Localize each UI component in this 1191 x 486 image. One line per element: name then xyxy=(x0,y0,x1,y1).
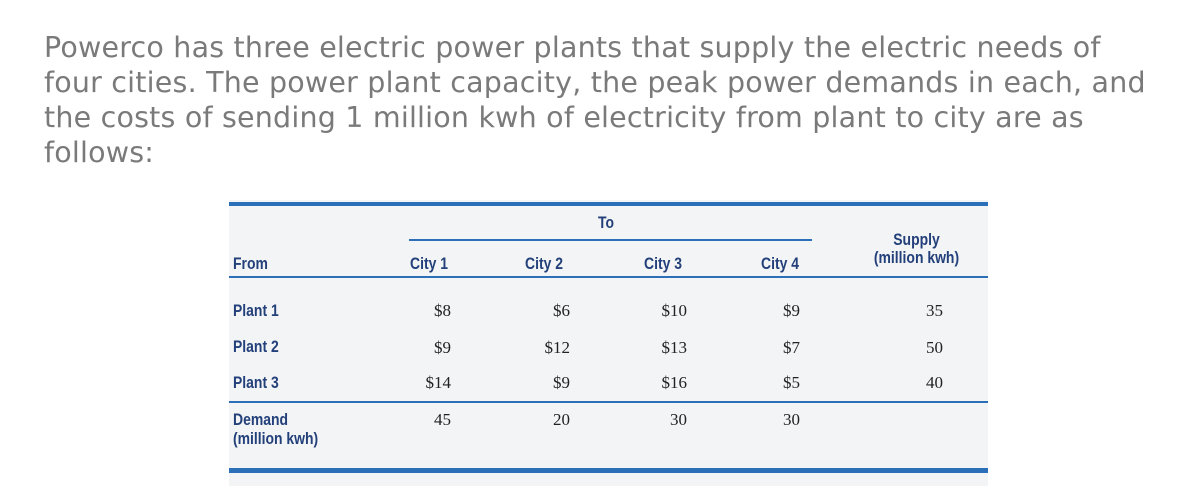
cell-plant3-supply: 40 xyxy=(926,373,943,392)
header-city-3: City 3 xyxy=(644,254,682,273)
header-city-1: City 1 xyxy=(410,254,448,273)
cell-plant3-city2: $9 xyxy=(553,373,570,392)
header-city-2: City 2 xyxy=(525,254,563,273)
header-supply-line1: Supply xyxy=(893,230,940,249)
cost-table: To From City 1 City 2 City 3 City 4 Supp… xyxy=(229,200,988,486)
cell-plant2-city3: $13 xyxy=(661,338,688,357)
row-label-demand-line1: Demand xyxy=(233,410,289,429)
cell-plant2-city2: $12 xyxy=(544,338,571,357)
row-label-plant-2: Plant 2 xyxy=(233,337,279,356)
cell-plant1-city4: $9 xyxy=(783,301,800,320)
table-bottom-rule xyxy=(229,468,988,473)
problem-statement: Powerco has three electric power plants … xyxy=(44,31,1146,169)
cell-demand-city3: 30 xyxy=(670,410,687,429)
header-supply: Supply (million kwh) xyxy=(861,231,972,267)
cell-plant2-city1: $9 xyxy=(434,338,451,357)
to-span-rule xyxy=(409,239,812,241)
cell-plant1-city1: $8 xyxy=(434,301,451,320)
cell-plant2-city4: $7 xyxy=(783,338,800,357)
row-label-demand-line2: (million kwh) xyxy=(233,429,319,448)
cell-plant1-city2: $6 xyxy=(553,301,570,320)
row-label-plant-1: Plant 1 xyxy=(233,301,279,320)
row-label-plant-3: Plant 3 xyxy=(233,373,279,392)
cell-demand-city2: 20 xyxy=(553,410,570,429)
header-city-4: City 4 xyxy=(761,254,799,273)
cell-plant3-city4: $5 xyxy=(783,373,800,392)
header-rule xyxy=(229,276,988,278)
cell-plant3-city1: $14 xyxy=(425,373,452,392)
header-from: From xyxy=(233,254,268,273)
cell-plant1-supply: 35 xyxy=(926,301,943,320)
demand-rule xyxy=(229,401,988,403)
cell-demand-city1: 45 xyxy=(434,410,451,429)
cell-plant3-city3: $16 xyxy=(661,373,688,392)
header-supply-line2: (million kwh) xyxy=(873,248,960,267)
row-label-demand: Demand (million kwh) xyxy=(233,410,318,448)
header-to: To xyxy=(598,213,615,232)
cell-demand-city4: 30 xyxy=(783,410,800,429)
cell-plant2-supply: 50 xyxy=(926,338,943,357)
cell-plant1-city3: $10 xyxy=(661,301,688,320)
table-top-rule xyxy=(229,202,988,206)
